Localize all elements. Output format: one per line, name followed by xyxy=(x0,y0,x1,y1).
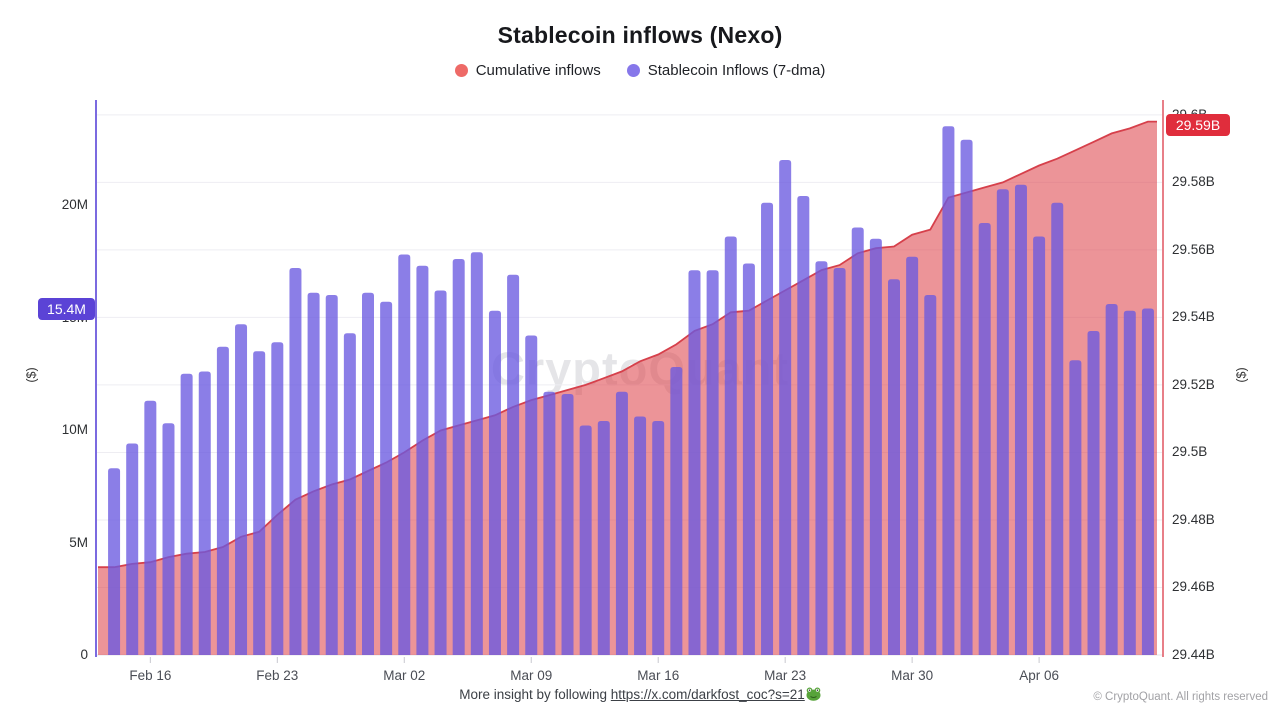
left-axis-tick-label: 10M xyxy=(61,422,88,437)
right-axis-tick-label: 29.46B xyxy=(1172,579,1215,595)
chart-title: Stablecoin inflows (Nexo) xyxy=(497,22,783,48)
bar xyxy=(1014,184,1027,655)
right-axis-tick-label: 29.44B xyxy=(1172,647,1215,662)
bar xyxy=(1141,308,1154,655)
bar xyxy=(924,295,937,655)
bar xyxy=(579,425,592,655)
bar xyxy=(996,189,1009,655)
right-axis-tick-label: 29.56B xyxy=(1172,241,1215,257)
bar xyxy=(652,421,665,655)
bar xyxy=(434,290,447,655)
bar xyxy=(398,254,411,655)
bar xyxy=(851,227,864,655)
right-axis-tick-label: 29.54B xyxy=(1172,309,1215,325)
bar xyxy=(525,335,538,655)
x-axis-tick-label: Mar 30 xyxy=(891,668,934,683)
x-axis-tick-label: Apr 06 xyxy=(1019,668,1059,683)
bar xyxy=(706,270,719,655)
legend-dot-stablecoin-icon xyxy=(626,64,640,77)
right-axis-tick-label: 29.52B xyxy=(1172,376,1215,392)
right-axis-tick-label: 29.48B xyxy=(1172,511,1215,527)
bar xyxy=(670,367,683,655)
x-axis-tick-label: Feb 23 xyxy=(256,668,299,683)
bar xyxy=(108,468,121,655)
bar xyxy=(942,126,955,656)
bar xyxy=(815,261,828,655)
bar xyxy=(797,196,810,655)
left-axis-tick-label: 5M xyxy=(69,534,88,550)
bar xyxy=(906,256,919,655)
left-axis-unit-label: ($) xyxy=(24,367,39,383)
bar xyxy=(543,391,556,655)
x-axis-tick-label: Mar 09 xyxy=(510,668,553,683)
legend: Cumulative inflows Stablecoin Inflows (7… xyxy=(0,62,1280,79)
bar xyxy=(742,263,755,655)
right-axis-tick-label: 29.5B xyxy=(1172,444,1208,460)
bar xyxy=(126,443,139,655)
latest-bar-value-badge: 15.4M xyxy=(38,297,95,320)
bar xyxy=(888,279,901,655)
bar xyxy=(380,301,393,655)
legend-item-stablecoin[interactable]: Stablecoin Inflows (7-dma) xyxy=(626,62,826,79)
bar xyxy=(634,416,647,655)
bar xyxy=(1123,310,1136,655)
footer-text: More insight by following xyxy=(459,687,608,702)
bar xyxy=(470,252,483,656)
bar xyxy=(597,421,610,655)
frog-emoji-icon xyxy=(806,687,821,701)
copyright: © CryptoQuant. All rights reserved xyxy=(1093,691,1268,703)
bar xyxy=(1033,236,1046,655)
bar xyxy=(452,259,465,655)
legend-item-cumulative[interactable]: Cumulative inflows xyxy=(454,62,601,79)
footer: More insight by following https://x.com/… xyxy=(0,687,1280,702)
bar xyxy=(162,423,175,655)
bar xyxy=(271,342,284,655)
legend-label-cumulative: Cumulative inflows xyxy=(475,62,601,79)
bar xyxy=(561,394,574,655)
bar xyxy=(1069,360,1082,655)
footer-link[interactable]: https://x.com/darkfost_coc?s=21 xyxy=(610,687,805,702)
bar xyxy=(253,351,266,655)
bar xyxy=(960,139,973,655)
left-axis-tick-label: 0 xyxy=(80,647,88,662)
bar xyxy=(833,268,846,655)
bar xyxy=(507,274,520,655)
bar xyxy=(180,373,193,655)
bar xyxy=(307,292,320,655)
x-axis-tick-label: Mar 23 xyxy=(764,668,807,683)
bar xyxy=(488,310,501,655)
bar xyxy=(1087,331,1100,655)
bar xyxy=(761,202,774,656)
bar xyxy=(1105,304,1118,655)
x-axis-tick-label: Mar 02 xyxy=(383,668,426,683)
bar xyxy=(724,236,737,655)
bar xyxy=(235,324,248,655)
bar xyxy=(362,292,375,655)
bar xyxy=(779,160,792,655)
legend-dot-cumulative-icon xyxy=(454,64,468,77)
bar xyxy=(1051,202,1064,656)
x-axis-tick-label: Mar 16 xyxy=(637,668,680,683)
legend-label-stablecoin: Stablecoin Inflows (7-dma) xyxy=(647,62,826,79)
bar xyxy=(289,268,302,655)
x-axis-tick-label: Feb 16 xyxy=(129,668,172,683)
right-axis-unit-label: ($) xyxy=(1234,367,1249,383)
latest-cumulative-value-badge: 29.59B xyxy=(1166,113,1230,136)
bar xyxy=(688,270,701,655)
bar xyxy=(343,333,356,655)
bar xyxy=(198,371,211,655)
bar xyxy=(144,400,157,655)
right-axis-tick-label: 29.58B xyxy=(1172,174,1215,190)
bar xyxy=(416,265,429,655)
bar xyxy=(978,223,991,655)
bar xyxy=(869,238,882,656)
left-axis-tick-label: 20M xyxy=(61,197,88,212)
bar xyxy=(615,391,628,655)
bar xyxy=(325,295,338,655)
bar xyxy=(216,346,229,655)
